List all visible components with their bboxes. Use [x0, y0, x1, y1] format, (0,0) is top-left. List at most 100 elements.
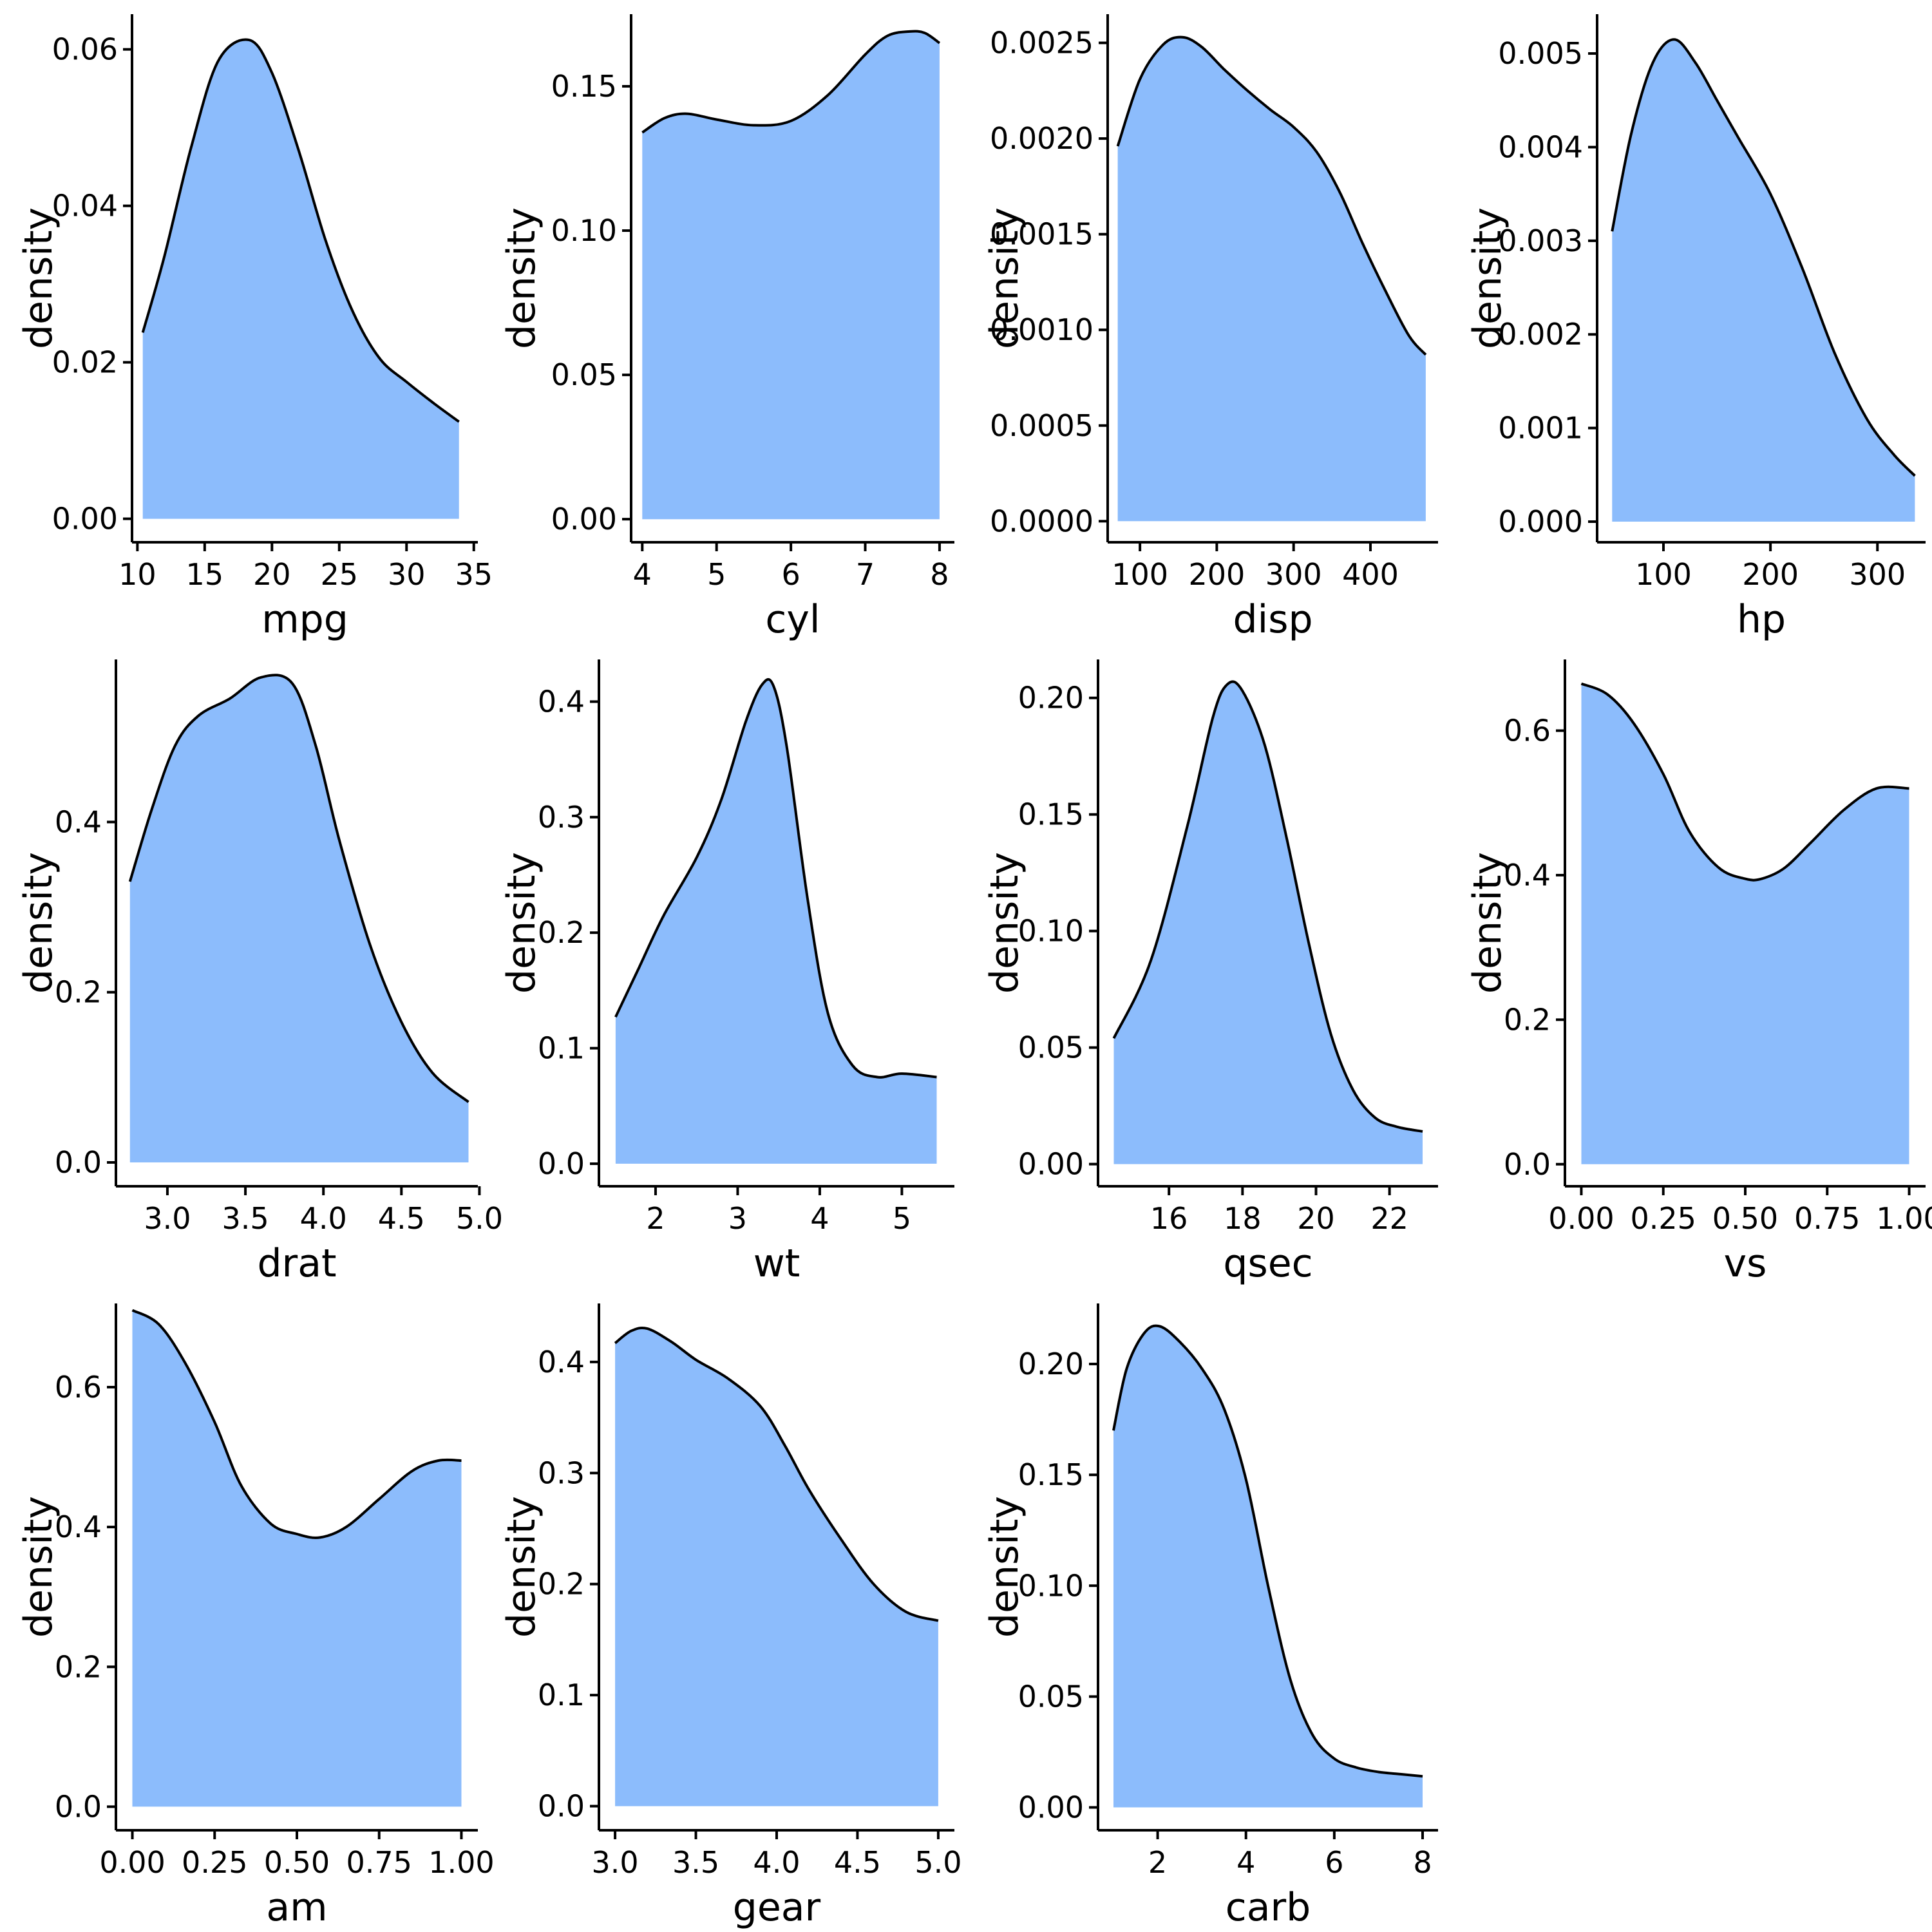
panel-cyl: 4 5 6 7 8 0.00 0.05 0.10 0.15 cyl density — [499, 14, 954, 642]
y-tick-label: 0.06 — [52, 32, 118, 67]
y-tick-label: 0.000 — [1498, 504, 1583, 539]
y-tick-label: 0.0 — [55, 1145, 102, 1180]
x-tick-label: 20 — [253, 557, 291, 592]
y-tick-label: 0.4 — [538, 684, 585, 719]
x-axis-title: carb — [1226, 1885, 1311, 1930]
density-curve-am — [131, 1309, 462, 1539]
y-axis-title: density — [499, 1496, 544, 1638]
y-tick-label: 0.20 — [1018, 681, 1084, 715]
y-tick-label: 0.05 — [1018, 1030, 1084, 1065]
y-tick-label: 0.2 — [538, 1567, 585, 1602]
density-curve-disp — [1116, 35, 1427, 356]
x-axis-title: am — [266, 1885, 327, 1930]
density-area-disp — [1117, 37, 1426, 522]
x-tick-label: 5 — [707, 557, 726, 592]
y-tick-label: 0.005 — [1498, 36, 1583, 71]
y-tick-label: 0.2 — [1504, 1002, 1551, 1037]
y-tick-label: 0.001 — [1498, 411, 1583, 446]
density-area-am — [132, 1310, 462, 1807]
x-tick-label: 7 — [856, 557, 875, 592]
x-axis-title: vs — [1724, 1241, 1767, 1286]
x-axis-title: cyl — [765, 597, 820, 642]
density-area-qsec — [1113, 681, 1423, 1164]
y-tick-label: 0.2 — [55, 975, 102, 1010]
x-tick-label: 0.50 — [264, 1845, 330, 1880]
x-axis-title: gear — [733, 1885, 821, 1930]
y-tick-label: 0.1 — [538, 1031, 585, 1066]
x-tick-label: 300 — [1849, 557, 1906, 592]
x-tick-label: 2 — [1148, 1845, 1167, 1880]
y-axis-title: density — [1465, 207, 1510, 349]
x-tick-label: 0.25 — [1631, 1201, 1696, 1236]
x-tick-label: 4.0 — [300, 1201, 347, 1236]
density-area-wt — [615, 679, 937, 1164]
y-tick-label: 0.10 — [1018, 914, 1084, 949]
density-curve-cyl — [641, 30, 941, 134]
x-axis-title: disp — [1233, 597, 1312, 642]
density-curve-carb — [1112, 1324, 1423, 1778]
y-tick-label: 0.05 — [1018, 1679, 1084, 1714]
density-area-drat — [129, 675, 469, 1162]
density-curve-hp — [1611, 38, 1916, 477]
x-tick-label: 25 — [321, 557, 359, 592]
x-tick-label: 15 — [186, 557, 224, 592]
x-tick-label: 300 — [1265, 557, 1322, 592]
x-axis-title: mpg — [261, 597, 348, 642]
y-tick-label: 0.3 — [538, 1455, 585, 1490]
y-tick-label: 0.04 — [52, 189, 118, 223]
x-tick-label: 1.00 — [428, 1845, 494, 1880]
x-axis-title: hp — [1737, 597, 1786, 642]
x-tick-label: 100 — [1635, 557, 1692, 592]
density-area-hp — [1612, 39, 1915, 522]
density-curve-vs — [1580, 682, 1909, 882]
x-axis-title: drat — [257, 1241, 336, 1286]
density-area-cyl — [642, 31, 940, 520]
y-tick-label: 0.15 — [1018, 797, 1084, 832]
y-axis-title: density — [982, 207, 1027, 349]
x-tick-label: 2 — [646, 1201, 665, 1236]
density-area-vs — [1581, 683, 1909, 1164]
density-area-gear — [615, 1327, 938, 1806]
panel-hp: 100 200 300 0.000 0.001 0.002 0.003 0.004 0.005 h… — [1465, 14, 1926, 642]
y-tick-label: 0.00 — [551, 502, 617, 536]
density-area-carb — [1113, 1325, 1423, 1808]
y-tick-label: 0.4 — [55, 1510, 102, 1544]
y-axis-title: density — [499, 207, 544, 349]
y-tick-label: 0.4 — [1504, 858, 1551, 893]
x-tick-label: 6 — [1325, 1845, 1343, 1880]
y-tick-label: 0.10 — [1018, 1568, 1084, 1603]
y-tick-label: 0.004 — [1498, 129, 1583, 164]
y-axis-title: density — [16, 207, 61, 349]
x-axis-title: qsec — [1223, 1241, 1312, 1286]
x-tick-label: 20 — [1297, 1201, 1335, 1236]
y-tick-label: 0.2 — [538, 915, 585, 950]
y-tick-label: 0.4 — [55, 804, 102, 839]
y-tick-label: 0.0015 — [990, 217, 1094, 252]
x-tick-label: 4 — [810, 1201, 829, 1236]
y-tick-label: 0.20 — [1018, 1347, 1084, 1381]
density-curve-qsec — [1112, 680, 1423, 1133]
x-tick-label: 10 — [118, 557, 156, 592]
y-tick-label: 0.0 — [55, 1789, 102, 1824]
x-tick-label: 16 — [1150, 1201, 1188, 1236]
y-tick-label: 0.15 — [1018, 1457, 1084, 1492]
x-tick-label: 3.0 — [592, 1845, 639, 1880]
y-tick-label: 0.4 — [538, 1345, 585, 1379]
panel-carb: 2 4 6 8 0.00 0.05 0.10 0.15 0.20 carb density — [982, 1303, 1438, 1930]
x-tick-label: 4 — [633, 557, 652, 592]
x-tick-label: 3.5 — [672, 1845, 719, 1880]
y-tick-label: 0.6 — [1504, 714, 1551, 748]
y-tick-label: 0.003 — [1498, 223, 1583, 258]
x-tick-label: 0.00 — [1548, 1201, 1614, 1236]
y-tick-label: 0.3 — [538, 800, 585, 835]
x-tick-label: 5 — [893, 1201, 911, 1236]
y-tick-label: 0.0010 — [990, 312, 1094, 347]
panel-gear: 3.0 3.5 4.0 4.5 5.0 0.0 0.1 0.2 0.3 0.4 gear densit… — [499, 1303, 961, 1930]
panel-drat: 3.0 3.5 4.0 4.5 5.0 0.0 0.2 0.4 drat density — [16, 659, 503, 1286]
y-tick-label: 0.002 — [1498, 317, 1583, 352]
x-tick-label: 30 — [388, 557, 426, 592]
y-tick-label: 0.2 — [55, 1649, 102, 1684]
x-tick-label: 3 — [728, 1201, 747, 1236]
x-tick-label: 400 — [1342, 557, 1399, 592]
